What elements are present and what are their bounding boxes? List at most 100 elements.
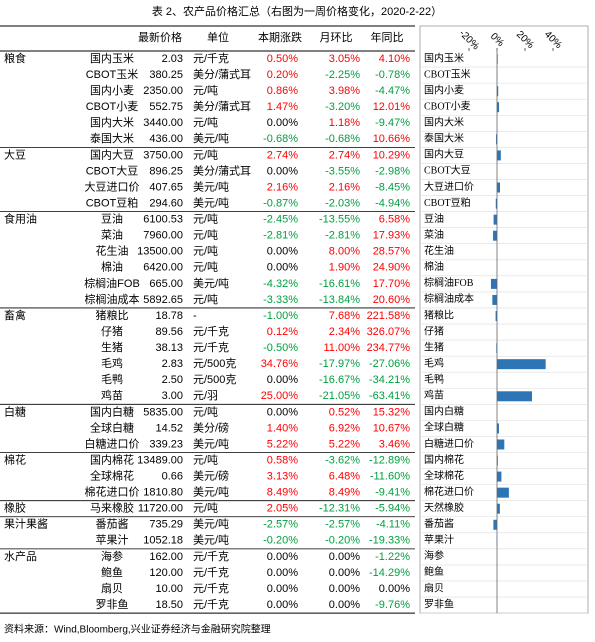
table-cell: -17.97% xyxy=(319,358,360,370)
bar xyxy=(496,134,497,145)
table-cell: 元/千克 xyxy=(193,341,229,354)
table-cell: 18.50 xyxy=(155,599,183,611)
table-cell: 美元/吨 xyxy=(193,518,229,531)
table-cell: 665.00 xyxy=(149,278,183,290)
table-cell: -1.22% xyxy=(375,551,410,563)
table-cell: 元/吨 xyxy=(193,502,218,515)
table-cell: -8.45% xyxy=(375,181,410,193)
table-cell: -4.94% xyxy=(375,197,410,209)
table-cell: 1.18% xyxy=(329,117,360,129)
table-cell: CBOT大豆 xyxy=(86,163,139,177)
category-label: 国内大米 xyxy=(424,116,464,129)
category-label: 国内大豆 xyxy=(424,148,464,161)
table-cell: 鸡苗 xyxy=(101,388,123,402)
table-cell: 棉花进口价 xyxy=(85,485,140,499)
table-cell: 17.70% xyxy=(373,278,411,290)
table-cell: 7960.00 xyxy=(143,230,183,242)
bar xyxy=(493,519,497,530)
table-cell: CBOT豆粕 xyxy=(86,195,139,209)
table-cell: -3.55% xyxy=(325,165,360,177)
table-cell: 0.12% xyxy=(267,326,298,338)
group-name: 棉花 xyxy=(4,452,26,466)
table-cell: 0.00% xyxy=(329,567,360,579)
table-cell: 马来橡胶 xyxy=(90,501,134,515)
category-label: CBOT玉米 xyxy=(424,67,471,80)
table-cell: 罗非鱼 xyxy=(96,597,129,611)
category-label: 毛鸡 xyxy=(424,356,444,369)
category-label: 生猪 xyxy=(424,340,444,353)
table-cell: 全球棉花 xyxy=(90,468,134,482)
table-cell: 162.00 xyxy=(149,551,183,563)
category-label: 扇贝 xyxy=(424,581,444,594)
bar xyxy=(497,455,498,466)
bar xyxy=(497,423,499,434)
table-cell: 18.78 xyxy=(155,310,183,322)
table-cell: 11720.00 xyxy=(138,503,183,515)
group-name: 水产品 xyxy=(4,549,37,563)
table-cell: 2.16% xyxy=(329,181,360,193)
category-label: 泰国大米 xyxy=(424,132,464,145)
group-name: 畜禽 xyxy=(4,308,26,322)
table-cell: 14.52 xyxy=(155,422,183,434)
table-cell: 美元/吨 xyxy=(193,437,229,450)
table-cell: -19.33% xyxy=(369,535,410,547)
category-label: 大豆进口价 xyxy=(424,180,474,193)
table-cell: 2.83 xyxy=(162,358,183,370)
table-cell: -0.20% xyxy=(325,535,360,547)
category-label: CBOT小麦 xyxy=(424,101,471,113)
category-label: 国内棉花 xyxy=(424,453,464,466)
table-cell: 元/羽 xyxy=(193,390,218,402)
table-cell: 美元/吨 xyxy=(193,132,229,145)
table-cell: 豆油 xyxy=(101,212,123,226)
table-cell: 0.00% xyxy=(267,551,298,563)
category-label: 毛鸭 xyxy=(424,373,444,386)
table-cell: 大豆进口价 xyxy=(85,179,140,193)
table-cell: 0.00% xyxy=(267,246,298,258)
table-cell: 8.00% xyxy=(329,246,360,258)
category-label: 鸡苗 xyxy=(424,389,444,402)
group-name: 粮食 xyxy=(4,51,26,65)
category-label: 罗非鱼 xyxy=(424,597,454,610)
bar xyxy=(497,487,509,498)
table-cell: 美分/蒲式耳 xyxy=(193,163,251,177)
table-cell: 2350.00 xyxy=(143,85,183,97)
table-cell: 2.03 xyxy=(162,53,183,65)
table-cell: 0.00% xyxy=(379,583,410,595)
table-cell: 0.20% xyxy=(267,69,298,81)
table-cell: 294.60 xyxy=(149,197,183,209)
table-cell: 1052.18 xyxy=(143,535,183,547)
table-cell: 25.00% xyxy=(261,390,299,402)
table-cell: 735.29 xyxy=(149,519,183,531)
table-cell: 5892.65 xyxy=(143,294,183,306)
bar xyxy=(497,391,532,402)
table-cell: -2.98% xyxy=(375,165,410,177)
table-cell: -0.50% xyxy=(263,342,298,354)
bar xyxy=(497,182,501,193)
bar xyxy=(497,439,505,450)
table-cell: 8.49% xyxy=(329,487,360,499)
category-label: 天然橡胶 xyxy=(424,501,464,514)
table-cell: - xyxy=(193,310,197,322)
category-label: CBOT大豆 xyxy=(424,164,471,177)
table-cell: 生猪 xyxy=(101,340,123,354)
table-cell: -63.41% xyxy=(369,390,410,402)
table-cell: 436.00 xyxy=(149,133,183,145)
table-cell: 3440.00 xyxy=(143,117,183,129)
table-cell: 美元/吨 xyxy=(193,486,229,499)
column-header: 月环比 xyxy=(320,31,353,44)
table-cell: -2.81% xyxy=(325,230,360,242)
table-cell: 11.00% xyxy=(324,342,361,354)
category-label: 花生油 xyxy=(424,244,454,257)
table-cell: -3.20% xyxy=(325,101,360,113)
table-cell: -9.76% xyxy=(375,599,410,611)
table-cell: 13500.00 xyxy=(137,246,183,258)
category-label: 海参 xyxy=(424,549,444,562)
table-cell: -2.25% xyxy=(325,69,360,81)
table-cell: -2.81% xyxy=(263,230,298,242)
column-header: 最新价格 xyxy=(138,30,182,44)
table-cell: 0.00% xyxy=(267,406,298,418)
table-cell: 24.90% xyxy=(373,262,411,274)
table-cell: 国内白糖 xyxy=(90,404,134,418)
table-cell: 美元/吨 xyxy=(193,534,229,547)
